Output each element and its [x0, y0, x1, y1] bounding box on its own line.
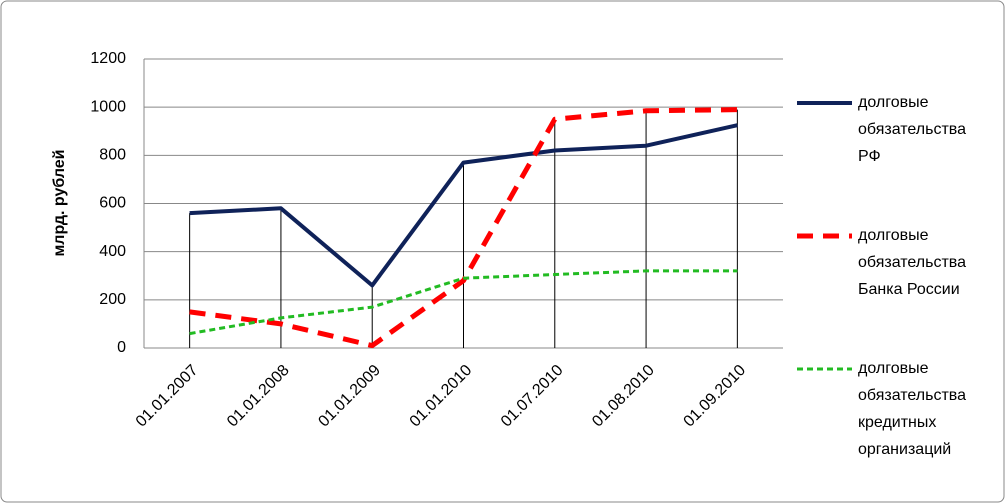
y-tick-label: 800: [99, 147, 126, 164]
y-tick-label: 1200: [90, 50, 126, 67]
series-line: [189, 123, 738, 288]
series-line: [189, 107, 738, 349]
y-tick-label: 0: [117, 339, 126, 356]
y-tick-label: 600: [99, 195, 126, 212]
series-line: [189, 269, 738, 336]
y-tick-label: 400: [99, 243, 126, 260]
y-tick-label: 200: [99, 291, 126, 308]
legend-label: долговые обязательства Банка России: [858, 227, 966, 298]
legend-label: долговые обязательства РФ: [858, 94, 966, 165]
y-tick-label: 1000: [90, 98, 126, 115]
y-axis-label: млрд. рублей: [51, 149, 68, 256]
legend-label: долговые обязательства кредитных организ…: [858, 360, 966, 458]
